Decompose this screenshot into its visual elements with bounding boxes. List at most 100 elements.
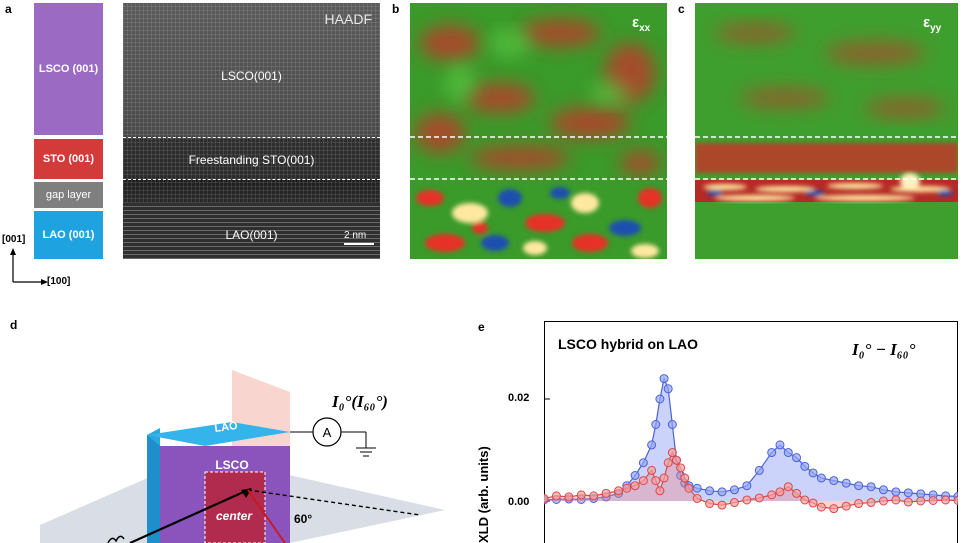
data-point-blue: [854, 481, 864, 491]
lsco-label: LSCO: [215, 458, 248, 472]
panel-d-label: d: [10, 318, 18, 332]
data-point-red: [692, 493, 702, 503]
data-point-red: [576, 490, 586, 500]
layer-sto-label: STO (001): [42, 153, 95, 165]
data-point-red: [614, 486, 624, 496]
ytick-000: 0.00: [508, 496, 530, 508]
layer-lsco-label: LSCO (001): [38, 63, 99, 75]
chart-title: LSCO hybrid on LAO: [558, 336, 698, 352]
data-point-red: [622, 483, 632, 493]
xld-chart: LSCO hybrid on LAO I₀° − I₆₀°: [544, 321, 958, 543]
data-point-red: [775, 487, 785, 497]
data-point-red: [705, 499, 715, 509]
data-point-blue: [800, 461, 810, 471]
current-label: I₀°(I₆₀°): [331, 392, 388, 411]
data-point-red: [841, 501, 851, 511]
axis-100-label: [100]: [47, 276, 71, 287]
data-point-blue: [659, 374, 669, 384]
data-point-red: [767, 490, 777, 500]
haadf-image: HAADF LSCO(001) Freestanding STO(001) LA…: [123, 3, 380, 259]
angle-label: 60°: [294, 512, 312, 526]
data-point-blue: [729, 485, 739, 495]
lao-label: LAO: [214, 420, 239, 435]
data-point-red: [928, 495, 938, 505]
layer-gap-label: gap layer: [45, 189, 92, 201]
data-point-red: [800, 495, 810, 505]
eyy-title: εyy: [923, 14, 942, 34]
xld-ylabel: XLD (arb. units): [476, 446, 491, 543]
panel-a-label: a: [5, 2, 12, 16]
panel-b-label: b: [392, 2, 400, 16]
data-point-red: [792, 488, 802, 498]
haadf-region-lao: LAO(001): [225, 228, 278, 242]
data-point-red: [647, 465, 657, 475]
data-point-red: [630, 481, 640, 491]
exx-title: εxx: [632, 14, 651, 34]
data-point-blue: [808, 468, 818, 478]
data-point-red: [808, 498, 818, 508]
data-point-red: [684, 483, 694, 493]
data-point-red: [903, 497, 913, 507]
strain-map-eyy: εyy: [695, 3, 958, 259]
data-point-blue: [767, 448, 777, 458]
data-point-blue: [655, 394, 665, 404]
data-point-red: [680, 473, 690, 483]
data-point-blue: [667, 420, 677, 429]
data-point-red: [891, 495, 901, 505]
scalebar-label: 2 nm: [344, 230, 367, 241]
data-point-red: [941, 495, 951, 505]
data-point-blue: [742, 481, 752, 491]
data-point-blue: [783, 448, 793, 458]
data-point-blue: [866, 482, 876, 492]
ytick-002: 0.02: [508, 392, 530, 404]
data-point-blue: [754, 465, 764, 475]
data-point-blue: [692, 483, 702, 493]
data-point-red: [953, 495, 958, 505]
haadf-region-sto: Freestanding STO(001): [188, 153, 315, 167]
layer-lao: LAO (001): [34, 211, 103, 259]
data-point-blue: [841, 478, 851, 488]
data-point-red: [783, 482, 793, 492]
panel-e-label: e: [478, 320, 485, 334]
data-point-blue: [717, 487, 727, 497]
data-point-red: [667, 448, 677, 458]
layer-sto: STO (001): [34, 139, 103, 179]
data-point-red: [544, 493, 549, 503]
axis-001-label: [001]: [2, 234, 26, 245]
data-point-blue: [792, 453, 802, 463]
data-point-blue: [903, 488, 913, 498]
data-point-red: [589, 491, 599, 501]
data-point-red: [671, 455, 681, 465]
data-point-red: [866, 498, 876, 508]
data-point-red: [742, 495, 752, 505]
chart-annotation: I₀° − I₆₀°: [851, 340, 916, 359]
data-point-blue: [829, 476, 839, 486]
data-point-blue: [891, 487, 901, 497]
series-area-red: [544, 452, 958, 509]
layer-lsco: LSCO (001): [34, 3, 103, 135]
measurement-schematic: A LAO LSCO center 60° I₀°(I₆₀°): [40, 370, 445, 543]
crystal-axes-icon: [10, 248, 48, 285]
ammeter-label: A: [323, 425, 332, 440]
data-point-red: [829, 504, 839, 514]
data-point-red: [659, 473, 669, 483]
data-point-blue: [630, 471, 640, 480]
data-point-red: [878, 496, 888, 506]
data-point-red: [663, 458, 673, 468]
data-point-red: [854, 499, 864, 509]
data-point-blue: [816, 473, 826, 483]
data-point-blue: [651, 420, 661, 429]
data-point-blue: [663, 384, 673, 394]
panel-c-label: c: [678, 2, 685, 16]
data-point-blue: [638, 458, 648, 468]
layer-lao-label: LAO (001): [42, 229, 95, 241]
data-point-red: [564, 492, 574, 502]
haadf-region-lsco: LSCO(001): [221, 69, 282, 83]
data-point-red: [676, 463, 686, 473]
data-point-blue: [705, 486, 715, 496]
data-point-blue: [647, 440, 657, 450]
data-point-red: [916, 496, 926, 506]
layer-gap: gap layer: [34, 182, 103, 208]
data-point-red: [754, 493, 764, 503]
data-point-red: [651, 476, 661, 486]
